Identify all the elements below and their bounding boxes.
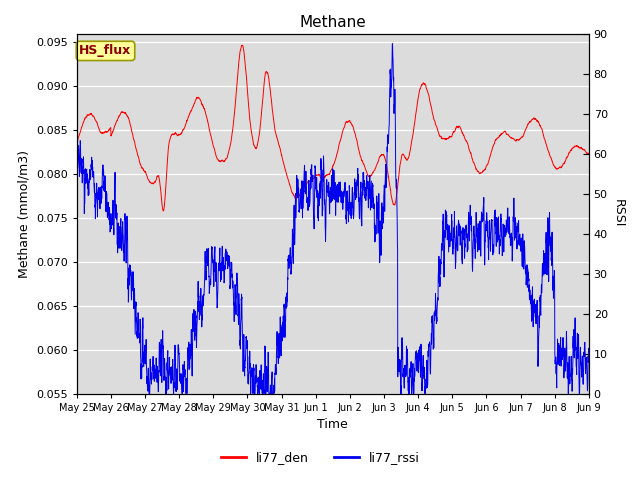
Y-axis label: RSSI: RSSI bbox=[611, 199, 625, 228]
X-axis label: Time: Time bbox=[317, 418, 348, 431]
Title: Methane: Methane bbox=[300, 15, 366, 30]
Text: HS_flux: HS_flux bbox=[79, 44, 132, 58]
Legend: li77_den, li77_rssi: li77_den, li77_rssi bbox=[216, 446, 424, 469]
Y-axis label: Methane (mmol/m3): Methane (mmol/m3) bbox=[17, 150, 31, 277]
